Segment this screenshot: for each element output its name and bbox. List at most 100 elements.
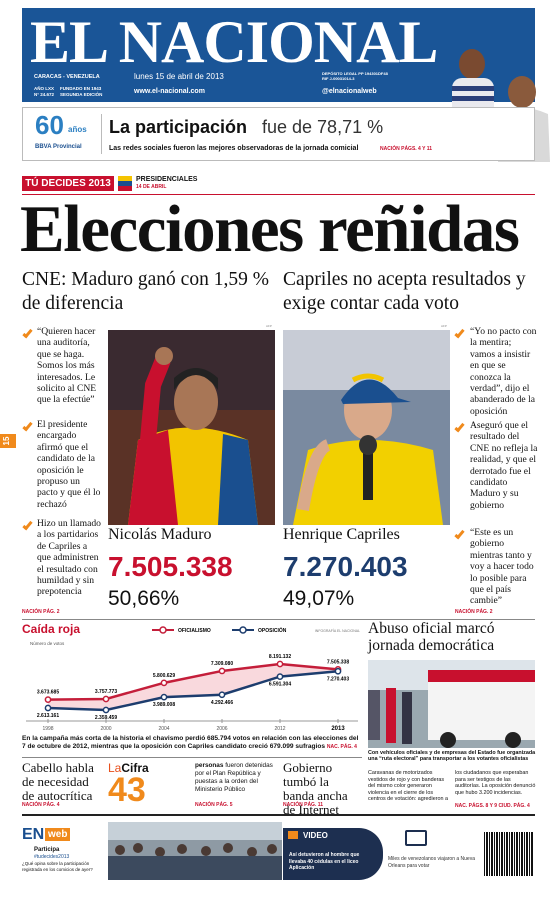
- year-info: AÑO LXX: [34, 86, 55, 91]
- photo-credit: AFP: [266, 324, 272, 328]
- check-icon: [454, 421, 465, 433]
- ref: NACIÓN PÁG. 11: [283, 802, 324, 808]
- bullets: “Yo no pacto con la mentira; vamos a ins…: [470, 326, 537, 417]
- block: EL NACIONAL CARACAS - VENEZUELA lunes 15…: [22, 8, 535, 102]
- ref: NACIÓN PÁG. 2: [455, 609, 493, 615]
- bullets: El presidente encargado afirmó que el ca…: [37, 419, 101, 510]
- data-label: 7.270.403: [327, 676, 349, 682]
- percent: 49,07%: [283, 587, 355, 610]
- y-axis-label: Número de votos: [30, 641, 65, 646]
- data-point: [44, 696, 52, 703]
- sponsor: BBVA Provincial: [35, 144, 82, 150]
- bullets: Aseguró que el resultado del CNE no refl…: [470, 420, 538, 511]
- block: [405, 830, 427, 846]
- number: 43: [108, 771, 146, 809]
- x-tick-label: 2006: [216, 726, 227, 732]
- maduro-photo: [108, 330, 275, 525]
- data-label: 2.613.161: [37, 713, 59, 719]
- block: LaCifra: [108, 761, 149, 775]
- caption: En la campaña más corta de la historia e…: [22, 735, 359, 751]
- bullets: Hizo un llamado a los partidarios de Cap…: [37, 518, 101, 598]
- legend-label: OFICIALISMO: [178, 628, 211, 634]
- data-label: 7.309.080: [211, 661, 233, 667]
- crowd-photo: [108, 822, 282, 880]
- gap-area: [48, 664, 338, 710]
- votes: 7.270.403: [283, 551, 408, 582]
- subhead: Las redes sociales fueron las mejores ob…: [109, 145, 359, 152]
- date: lunes 15 de abril de 2013: [134, 72, 224, 81]
- rif: RIF J-00031014-3: [322, 76, 355, 81]
- candidate: Nicolás Maduro: [108, 526, 212, 543]
- caption: Con vehículos oficiales y de empresas de…: [368, 750, 536, 763]
- video-text: Así detuvieron al hombre que llevaba 40 …: [289, 852, 360, 871]
- rule: [22, 194, 535, 195]
- data-point: [160, 693, 168, 701]
- title: EL NACIONAL: [30, 9, 438, 75]
- legend-marker: [159, 626, 167, 634]
- hashtag: #tudecides2013: [34, 854, 70, 860]
- x-tick-label: 2013: [331, 726, 345, 732]
- photo-credit: AFP: [441, 324, 447, 328]
- data-label: 7.505.338: [327, 659, 349, 665]
- kicker: PRESIDENCIALES: [136, 176, 198, 183]
- data-label: 4.292.466: [211, 700, 233, 706]
- data-point: [334, 667, 342, 675]
- check-icon: [22, 519, 33, 531]
- chart-title: Caída roja: [22, 622, 80, 636]
- check-icon: [454, 327, 465, 339]
- block: Aseguró que el resultado del CNE no refl…: [454, 420, 538, 511]
- anniversary-word: años: [68, 125, 87, 134]
- founded: FUNDADO EN 1943: [60, 86, 102, 91]
- chart: Caída roja Número de votos INFOGRAFÍA EL N…: [22, 622, 360, 732]
- question: ¿Qué opina sobre la participación regist…: [22, 861, 93, 872]
- ref: NACIÓN PÁG. 4: [22, 802, 60, 808]
- anniversary: 60: [35, 110, 64, 140]
- x-tick-label: 2004: [158, 726, 169, 732]
- block: personas fueron detenidas por el Plan Re…: [195, 762, 279, 794]
- block: [288, 831, 298, 839]
- headline: Gobierno tumbó la banda ancha de Interne…: [283, 760, 348, 817]
- block: El presidente encargado afirmó que el ca…: [22, 419, 103, 510]
- date: 14 DE ABRIL: [136, 184, 167, 190]
- ref: NACIÓN PÁGS. 4 Y 11: [380, 146, 433, 152]
- barcode: [484, 832, 534, 876]
- check-icon: [454, 528, 465, 540]
- percent: 50,66%: [108, 587, 180, 610]
- data-label: 8.191.132: [269, 654, 291, 660]
- lead: personas: [195, 762, 224, 769]
- data-label: 2.359.459: [95, 715, 117, 721]
- headline-rest: fue de 78,71 %: [262, 117, 384, 137]
- gallery-text: Miles de venezolanos viajaron a Nueva Or…: [388, 856, 475, 869]
- block: “Este es un gobierno mientras tanto y vo…: [454, 527, 538, 607]
- data-label: 3.757.773: [95, 689, 117, 695]
- data-point: [102, 706, 110, 714]
- headline: Elecciones reñidas: [20, 192, 520, 266]
- city: CARACAS - VENEZUELA: [34, 74, 100, 80]
- data-label: 3.673.685: [37, 690, 59, 696]
- flag: [118, 176, 132, 191]
- x-tick-label: 2012: [274, 726, 285, 732]
- twitter: @elnacionalweb: [322, 88, 377, 95]
- data-point: [102, 695, 110, 703]
- block: En la campaña más corta de la historia e…: [22, 735, 362, 752]
- ref: NAC. PÁGS. 8 Y 9 CIUD. PÁG. 4: [455, 803, 530, 809]
- label: TÚ DECIDES 2013: [22, 176, 114, 191]
- block: “Quieren hacer una auditoría, que se hag…: [22, 326, 103, 406]
- series-line: [47, 662, 339, 701]
- label-a: La: [108, 761, 122, 775]
- rule: [22, 814, 535, 816]
- x-tick-label: 1998: [42, 726, 53, 732]
- data-label: 3.989.008: [153, 702, 175, 708]
- data-point: [218, 667, 226, 675]
- divider: [101, 114, 102, 154]
- participa: Participa: [34, 847, 60, 853]
- data-point: [276, 660, 284, 668]
- block: “Yo no pacto con la mentira; vamos a ins…: [454, 326, 538, 417]
- rule: [22, 619, 535, 620]
- rule: [22, 757, 362, 758]
- capriles-photo: [283, 330, 450, 525]
- x-tick-label: 2000: [100, 726, 111, 732]
- abuse-photo: [368, 660, 535, 748]
- series-line: [47, 670, 339, 712]
